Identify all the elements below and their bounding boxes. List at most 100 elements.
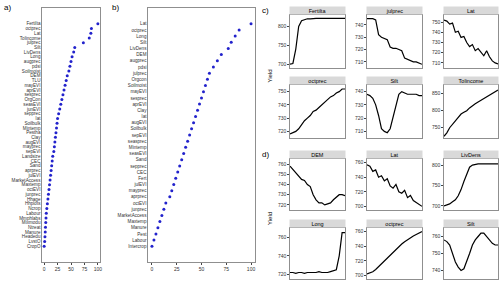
- svg-text:octprec: octprec: [385, 221, 403, 227]
- svg-text:0: 0: [43, 266, 46, 272]
- svg-text:octEVI: octEVI: [27, 187, 41, 192]
- svg-text:aprprec: aprprec: [131, 194, 147, 199]
- svg-text:730: 730: [278, 191, 287, 197]
- svg-text:LivDens: LivDens: [461, 152, 481, 158]
- svg-text:720: 720: [355, 258, 364, 264]
- svg-text:Intercrop: Intercrop: [128, 244, 147, 249]
- svg-text:760: 760: [432, 233, 441, 239]
- svg-text:800: 800: [278, 23, 287, 29]
- svg-text:sepEVI: sepEVI: [132, 133, 147, 138]
- svg-text:Silt: Silt: [390, 78, 398, 84]
- svg-text:720: 720: [278, 202, 287, 208]
- svg-text:MarketAccess: MarketAccess: [118, 213, 148, 218]
- svg-text:julEVI: julEVI: [27, 173, 40, 178]
- svg-text:Labour: Labour: [26, 211, 41, 216]
- svg-text:740: 740: [278, 102, 287, 108]
- svg-text:Fert: Fert: [138, 176, 147, 181]
- svg-text:Soilmoist: Soilmoist: [22, 69, 41, 74]
- svg-text:100: 100: [247, 266, 256, 272]
- svg-text:junEVI: junEVI: [26, 107, 41, 112]
- svg-text:mayprec: mayprec: [23, 144, 41, 149]
- svg-text:720: 720: [432, 49, 441, 55]
- svg-text:LivDens: LivDens: [24, 50, 41, 55]
- svg-text:730: 730: [355, 102, 364, 108]
- svg-text:720: 720: [278, 128, 287, 134]
- svg-text:800: 800: [432, 162, 441, 168]
- svg-text:Clay: Clay: [31, 135, 41, 140]
- svg-text:c): c): [262, 6, 269, 15]
- svg-text:Long: Long: [30, 54, 41, 59]
- svg-text:720: 720: [355, 189, 364, 195]
- svg-text:octprec: octprec: [131, 27, 147, 32]
- svg-text:Mintemp: Mintemp: [23, 126, 41, 131]
- svg-text:julEVI: julEVI: [133, 182, 146, 187]
- svg-text:Yield: Yield: [267, 212, 273, 225]
- svg-text:750: 750: [432, 124, 441, 130]
- svg-text:710: 710: [355, 128, 364, 134]
- svg-text:Maxtemp: Maxtemp: [22, 182, 41, 187]
- svg-text:OrgCon: OrgCon: [24, 97, 41, 102]
- svg-text:augprec: augprec: [24, 59, 41, 64]
- svg-text:mayEVI: mayEVI: [24, 83, 40, 88]
- svg-text:750: 750: [432, 250, 441, 256]
- svg-text:750: 750: [432, 182, 441, 188]
- svg-text:730: 730: [355, 34, 364, 40]
- svg-text:seasprec: seasprec: [128, 139, 147, 144]
- svg-text:CropO: CropO: [27, 244, 41, 249]
- svg-text:sepEVI: sepEVI: [26, 149, 41, 154]
- svg-text:760: 760: [355, 228, 364, 234]
- svg-text:Manure: Manure: [25, 230, 41, 235]
- svg-text:mayEVI: mayEVI: [130, 89, 146, 94]
- svg-text:710: 710: [355, 59, 364, 65]
- svg-text:740: 740: [355, 174, 364, 180]
- svg-text:Mintemp: Mintemp: [129, 145, 147, 150]
- svg-text:50: 50: [68, 266, 74, 272]
- svg-text:Maxtemp: Maxtemp: [128, 219, 147, 224]
- svg-text:710: 710: [432, 60, 441, 66]
- svg-text:Lat: Lat: [34, 31, 41, 36]
- svg-text:d): d): [262, 150, 269, 159]
- svg-text:750: 750: [278, 171, 287, 177]
- svg-text:740: 740: [355, 88, 364, 94]
- svg-text:740: 740: [355, 243, 364, 249]
- svg-text:lat: lat: [36, 116, 42, 121]
- svg-text:Labour: Labour: [132, 238, 147, 243]
- svg-text:CEC: CEC: [31, 159, 41, 164]
- svg-text:mayprec: mayprec: [129, 188, 147, 193]
- svg-text:lat: lat: [142, 114, 148, 119]
- svg-text:25: 25: [174, 266, 180, 272]
- svg-text:Pest: Pest: [137, 232, 147, 237]
- svg-text:b): b): [112, 3, 119, 12]
- svg-text:75: 75: [223, 266, 229, 272]
- svg-text:850: 850: [432, 90, 441, 96]
- svg-text:Tolincome: Tolincome: [20, 36, 41, 41]
- svg-text:augEVI: augEVI: [131, 120, 146, 125]
- svg-text:LivDens: LivDens: [130, 46, 147, 51]
- svg-text:0: 0: [151, 266, 154, 272]
- svg-text:seasEVI: seasEVI: [129, 151, 146, 156]
- svg-text:DEM: DEM: [136, 52, 146, 57]
- svg-text:Hhage: Hhage: [27, 197, 41, 202]
- svg-text:DEM: DEM: [30, 73, 40, 78]
- svg-text:Lat: Lat: [140, 21, 147, 26]
- svg-text:augprec: augprec: [130, 58, 147, 63]
- svg-text:100: 100: [94, 266, 103, 272]
- svg-text:julprec: julprec: [386, 8, 403, 14]
- svg-text:sesprec: sesprec: [24, 92, 41, 97]
- svg-text:Mmphlabs: Mmphlabs: [19, 215, 41, 220]
- svg-text:730: 730: [432, 39, 441, 45]
- svg-text:720: 720: [355, 46, 364, 52]
- svg-text:Headedu: Headedu: [22, 234, 41, 239]
- svg-text:a): a): [4, 3, 11, 12]
- svg-text:LvstO: LvstO: [28, 239, 40, 244]
- svg-text:Lat: Lat: [390, 152, 398, 158]
- svg-text:sepprec: sepprec: [130, 164, 147, 169]
- svg-text:760: 760: [355, 159, 364, 165]
- svg-text:75: 75: [82, 266, 88, 272]
- svg-text:700: 700: [355, 203, 364, 209]
- svg-text:700: 700: [278, 61, 287, 67]
- svg-text:sesprec: sesprec: [130, 96, 147, 101]
- svg-text:700: 700: [355, 272, 364, 278]
- svg-text:760: 760: [278, 234, 287, 240]
- svg-text:25: 25: [55, 266, 61, 272]
